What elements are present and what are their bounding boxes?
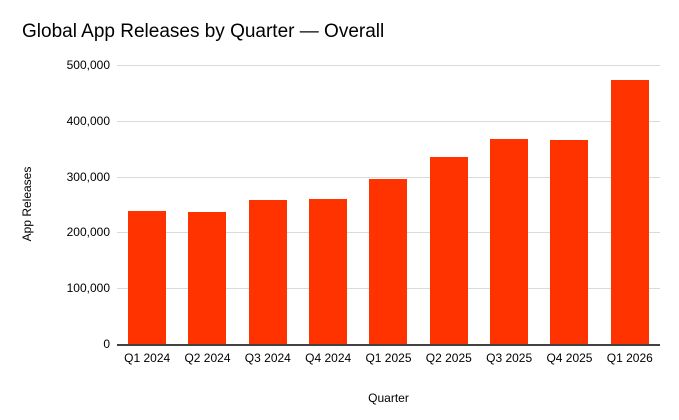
x-tick-label: Q4 2025: [546, 351, 593, 365]
bar: [248, 200, 287, 344]
y-tick-label: 300,000: [66, 169, 110, 184]
x-tick-label: Q1 2026: [606, 351, 653, 365]
bar: [490, 138, 529, 344]
gridline: [117, 176, 660, 178]
x-tick-label: Q1 2024: [124, 351, 171, 365]
x-axis-tick-labels: Q1 2024 Q2 2024 Q3 2024 Q4 2024 Q1 2025 Q2 20…: [117, 351, 660, 365]
bar: [369, 178, 408, 344]
x-tick-label: Q3 2025: [486, 351, 533, 365]
bar: [610, 80, 649, 344]
y-axis-tick-labels: 0 100,000 200,000 300,000 400,000 500,000: [30, 58, 110, 351]
y-tick-label: 100,000: [66, 281, 110, 296]
y-tick-label: 500,000: [66, 58, 110, 72]
x-axis-title: Quarter: [368, 391, 409, 405]
y-tick-label: 200,000: [66, 225, 110, 240]
bar-series: [117, 65, 660, 344]
chart-title: Global App Releases by Quarter — Overall: [22, 21, 385, 42]
gridline: [117, 65, 660, 66]
x-tick-label: Q3 2024: [244, 351, 291, 365]
bar: [128, 210, 167, 344]
plot-area: [117, 65, 660, 346]
gridline: [117, 120, 660, 122]
bar: [188, 211, 227, 344]
x-tick-label: Q1 2025: [365, 351, 412, 365]
x-tick-label: Q2 2024: [184, 351, 231, 365]
bar: [550, 140, 589, 344]
y-tick-label: 400,000: [66, 113, 110, 128]
x-tick-label: Q2 2025: [425, 351, 472, 365]
bar: [429, 157, 468, 344]
y-tick-label: 0: [103, 337, 110, 351]
x-tick-label: Q4 2024: [305, 351, 352, 365]
bar: [309, 199, 348, 344]
